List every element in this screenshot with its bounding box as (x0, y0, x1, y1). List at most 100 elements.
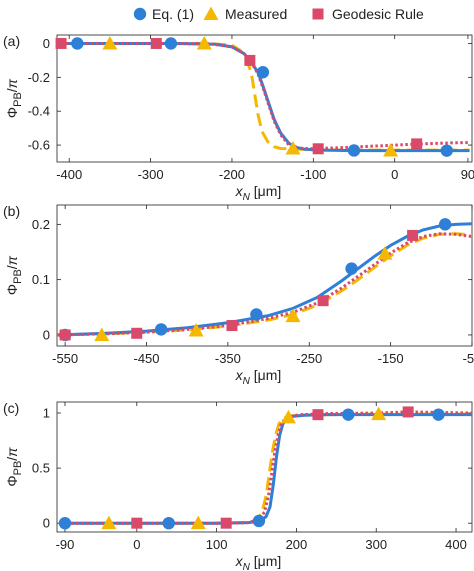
data-point-square (55, 37, 67, 49)
x-axis-label: xN [μm] (235, 367, 282, 387)
series-line-square (57, 232, 472, 337)
data-point-square (411, 138, 423, 150)
series-line-circle (60, 413, 472, 525)
data-point-triangle (94, 327, 110, 341)
data-point-square (402, 406, 414, 418)
data-point-triangle (371, 406, 387, 421)
data-point-circle (256, 66, 270, 79)
y-tick-label: -0.2 (28, 70, 50, 85)
panel-c: -90 0 100 200 300 400 0 0.5 1 (c) ΦPB/π xN [μm] (3, 400, 473, 571)
data-point-square (131, 327, 143, 339)
data-point-circle (154, 323, 168, 336)
data-point-triangle (285, 308, 301, 323)
data-point-triangle (383, 142, 399, 157)
data-point-circle (438, 218, 452, 231)
axes-frame (56, 204, 473, 347)
legend-entry-1: Eq. (1) (133, 6, 194, 22)
x-tick-label: -250 (296, 351, 322, 366)
legend-label: Eq. (1) (152, 6, 194, 22)
x-tick-label: -90 (56, 537, 75, 552)
legend-marker-triangle (203, 6, 219, 20)
panels: -400 -300 -200 -100 0 90 0 -0.2 -0.4 -0.6 (a) ΦPB/π… (3, 33, 474, 571)
data-point-triangle (102, 35, 118, 50)
data-point-circle (345, 262, 358, 275)
y-tick-label: 0.5 (32, 461, 50, 476)
x-tick-label: -100 (300, 167, 326, 182)
data-point-square (226, 320, 238, 332)
y-tick-label: 0 (43, 36, 50, 51)
x-tick-label: 200 (286, 537, 308, 552)
panel-label: (a) (3, 33, 20, 49)
series-line-triangle (60, 412, 472, 525)
data-point-circle (252, 514, 266, 528)
y-tick-label: 0.2 (32, 217, 50, 232)
data-point-triangle (377, 246, 393, 260)
x-tick-label: 100 (206, 537, 228, 552)
x-axis-label: xN [μm] (235, 183, 282, 203)
axes-frame (56, 401, 473, 533)
x-tick-label: -150 (378, 351, 404, 366)
panel-label: (b) (3, 203, 20, 219)
legend-label: Geodesic Rule (332, 6, 424, 22)
data-point-square (59, 329, 71, 341)
data-point-triangle (188, 323, 204, 337)
x-tick-label: -400 (56, 167, 82, 182)
data-point-circle (342, 408, 355, 421)
data-point-triangle (190, 515, 206, 530)
data-point-circle (58, 516, 72, 530)
y-tick-label: -0.6 (28, 138, 50, 153)
x-tick-label: -350 (215, 351, 241, 366)
series-line-triangle (57, 232, 472, 337)
data-point-square (220, 517, 232, 529)
legend-marker-circle (133, 7, 147, 21)
data-point-triangle (101, 515, 117, 530)
panel-label: (c) (3, 400, 19, 416)
legend-entry-2: Measured (203, 6, 287, 22)
data-point-circle (432, 408, 445, 421)
y-tick-label: 0 (43, 327, 50, 342)
y-tick-label: 0 (43, 516, 50, 531)
x-tick-label: 300 (365, 537, 387, 552)
x-axis-label: xN [μm] (235, 553, 282, 571)
axes-frame (56, 34, 473, 163)
y-axis-label: ΦPB/π (4, 255, 24, 295)
x-tick-label: -200 (219, 167, 245, 182)
data-point-square (131, 517, 143, 529)
y-tick-label: 0.1 (32, 272, 50, 287)
x-tick-label: -300 (138, 167, 164, 182)
data-point-circle (71, 37, 84, 50)
data-point-square (312, 409, 324, 421)
x-tick-label: 0 (391, 167, 398, 182)
panel-b: -550 -450 -350 -250 -150 -50 0 0.1 0.2 (b) ΦPB/π xN… (3, 203, 474, 387)
data-point-square (150, 37, 162, 49)
x-tick-label: 400 (445, 537, 467, 552)
data-point-triangle (196, 35, 212, 50)
data-point-circle (347, 144, 361, 157)
y-tick-label: 1 (43, 406, 50, 421)
data-point-circle (440, 144, 453, 157)
y-tick-label: -0.4 (28, 104, 50, 119)
x-tick-label: 0 (133, 537, 140, 552)
x-tick-label: 90 (461, 167, 474, 182)
data-point-triangle (280, 409, 296, 424)
legend-box (118, 2, 468, 26)
data-point-square (407, 229, 419, 241)
data-point-circle (250, 308, 263, 321)
data-point-circle (164, 37, 178, 50)
data-point-square (312, 143, 324, 155)
panel-a: -400 -300 -200 -100 0 90 0 -0.2 -0.4 -0.6 (a) ΦPB/π… (3, 33, 474, 203)
x-tick-label: -550 (52, 351, 78, 366)
x-tick-label: -50 (463, 351, 474, 366)
series-line-square (60, 410, 472, 525)
data-point-triangle (285, 140, 301, 155)
x-tick-label: -450 (133, 351, 159, 366)
legend-label: Measured (225, 6, 287, 22)
legend: Eq. (1) Measured Geodesic Rule (118, 2, 468, 26)
y-axis-label: ΦPB/π (4, 78, 24, 118)
legend-entry-3: Geodesic Rule (312, 6, 424, 22)
data-point-square (244, 54, 256, 66)
data-point-circle (162, 516, 175, 530)
legend-marker-square (312, 8, 324, 20)
y-axis-label: ΦPB/π (4, 447, 24, 487)
